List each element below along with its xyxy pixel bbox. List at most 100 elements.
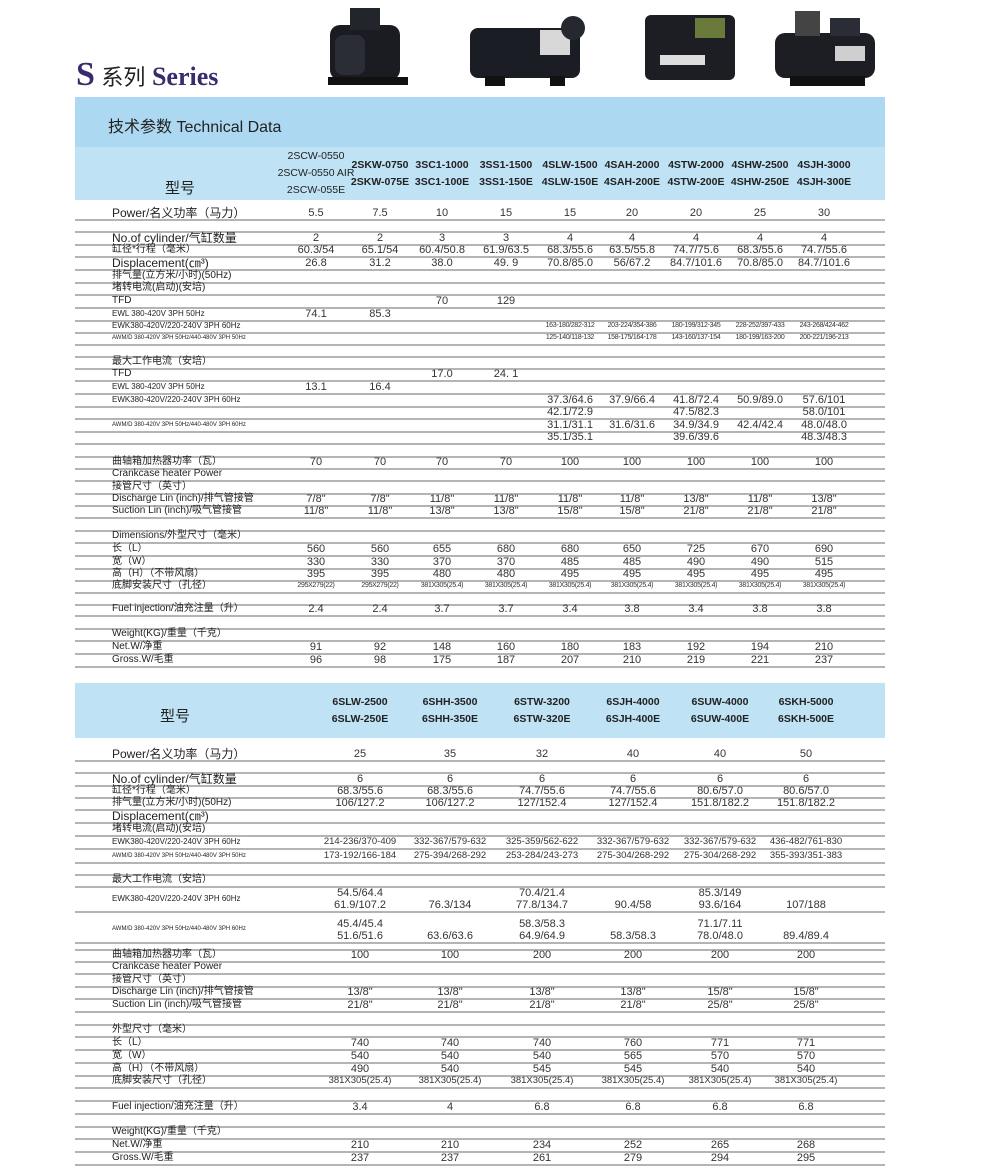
table-row: AWM/D 380-420V 3PH 50Hz/440-480V 3PH 60H… — [75, 916, 885, 944]
table-cell: 92 — [373, 641, 387, 653]
table-cell: 21/8" — [811, 505, 837, 517]
table-cell: 183 — [622, 641, 642, 653]
table-cell: 187 — [496, 654, 516, 666]
model-label: 型号 — [160, 708, 191, 725]
table-cell: 74.1 — [305, 308, 327, 320]
table-cell: 495 — [686, 568, 706, 580]
table-cell: 42.1/72.9 — [547, 406, 593, 418]
row-label: 接管尺寸（英寸） — [112, 974, 192, 985]
table-row: Crankcase heater Power — [75, 467, 885, 482]
table-cell: 40 — [626, 748, 640, 760]
table-cell: 13/8" — [437, 986, 463, 998]
table-cell: 6 — [356, 773, 364, 785]
table-row: Displacement(㎝³) — [75, 809, 885, 824]
table-row: 缸径*行程（毫米） 60.3/54 65.1/54 60.4/50.8 61.9/63.… — [75, 243, 885, 258]
table-cell: 545 — [532, 1063, 552, 1075]
table-row — [75, 1113, 885, 1128]
row-label: AWM/D 380-420V 3PH 50Hz/440-480V 3PH 50H… — [112, 853, 246, 859]
model-name: 4STW-2000 4STW-200E — [667, 158, 725, 188]
table-cell: 20 — [625, 207, 639, 219]
table-cell: 381X305(25.4) — [674, 582, 718, 589]
table-row: Gross.W/毛重 96 98 175 187 207 210 219 221 237 — [75, 653, 885, 668]
table-cell: 381X305(25.4) — [484, 582, 528, 589]
table-cell: 70.4/21.4 77.8/134.7 — [516, 887, 568, 911]
table-row: Suction Lin (inch)/吸气管接管 21/8" 21/8" 21/8" 2… — [75, 998, 885, 1013]
table-row: EWL 380-420V 3PH 50Hz 74.1 85.3 — [75, 307, 885, 322]
table-cell: 210 — [440, 1139, 460, 1151]
table-cell: 436-482/761-830 — [769, 836, 843, 847]
table-cell: 570 — [710, 1050, 730, 1062]
table-cell: 221 — [750, 654, 770, 666]
table-cell: 56/67.2 — [613, 257, 651, 269]
table-cell: 70 — [499, 456, 513, 468]
table-cell: 3.8 — [816, 603, 832, 615]
table-row — [75, 218, 885, 233]
table-cell: 771 — [710, 1037, 730, 1049]
table-cell: 3.4 — [688, 603, 704, 615]
table-cell: 80.6/57.0 — [697, 785, 743, 797]
table-cell: 25 — [353, 748, 367, 760]
row-label: 排气量(立方米/小时)(50Hz) — [112, 270, 232, 281]
table-cell: 21/8" — [529, 999, 555, 1011]
table-row: AWM/D 380-420V 3PH 50Hz/440-480V 3PH 50H… — [75, 849, 885, 864]
table-cell: 2.4 — [308, 603, 324, 615]
table-cell: 6.8 — [712, 1101, 728, 1113]
table-cell: 180-199/312-345 — [671, 322, 721, 329]
table-row: 42.1/72.9 47.5/82.3 58.0/101 — [75, 405, 885, 420]
table-row: Discharge Lin (inch)/排气管接管 13/8" 13/8" 13/8… — [75, 985, 885, 1000]
table-cell: 381X305(25.4) — [420, 582, 464, 589]
table-row: EWK380-420V/220-240V 3PH 60Hz 37.3/64.6 37… — [75, 393, 885, 408]
table-row: EWK380-420V/220-240V 3PH 60Hz 163-180/282… — [75, 319, 885, 334]
table-row: AWM/D 380-420V 3PH 50Hz/440-480V 3PH 50H… — [75, 331, 885, 346]
table-row: Power/名义功率（马力） 5.5 7.5 10 15 15 20 20 25 30 — [75, 206, 885, 221]
table-cell: 70 — [309, 456, 323, 468]
table-cell: 332-367/579-632 — [596, 836, 670, 847]
table-row: AWM/D 380-420V 3PH 50Hz/440-480V 3PH 60H… — [75, 418, 885, 433]
table-cell: 330 — [306, 556, 326, 568]
table-row: TFD 70 129 — [75, 294, 885, 309]
table-cell: 680 — [560, 543, 580, 555]
table-cell: 690 — [814, 543, 834, 555]
table-cell: 41.8/72.4 — [673, 394, 719, 406]
table-row — [75, 443, 885, 458]
table-cell: 100 — [814, 456, 834, 468]
table-cell: 237 — [440, 1152, 460, 1164]
table-cell: 650 — [622, 543, 642, 555]
table-cell: 68.3/55.6 — [547, 244, 593, 256]
table-cell: 60.3/54 — [297, 244, 335, 256]
row-label: Net.W/净重 — [112, 641, 163, 652]
row-label: Power/名义功率（马力） — [112, 206, 246, 220]
row-label: 缸径*行程（毫米） — [112, 785, 196, 796]
table-cell: 96 — [309, 654, 323, 666]
table-cell: 540 — [532, 1050, 552, 1062]
table-cell: 13.1 — [305, 381, 327, 393]
table-cell: 252 — [623, 1139, 643, 1151]
table-cell: 42.4/42.4 — [737, 419, 783, 431]
row-label: Discharge Lin (inch)/排气管接管 — [112, 986, 254, 997]
table-cell: 3.7 — [498, 603, 514, 615]
row-label: No.of cylinder/气缸数量 — [112, 231, 237, 245]
table-cell: 160 — [496, 641, 516, 653]
table-row — [75, 936, 885, 951]
table-cell: 13/8" — [811, 493, 837, 505]
table-cell: 4 — [692, 232, 700, 244]
table-cell: 200 — [623, 949, 643, 961]
table-cell: 98 — [373, 654, 387, 666]
table-cell: 6.8 — [798, 1101, 814, 1113]
table-row: Net.W/净重 210 210 234 252 265 268 — [75, 1138, 885, 1153]
table-cell: 31.1/31.1 — [547, 419, 593, 431]
table-cell: 89.4/89.4 — [783, 930, 829, 942]
table-cell: 35 — [443, 748, 457, 760]
table-row — [75, 343, 885, 358]
table-cell: 210 — [350, 1139, 370, 1151]
table-cell: 60.4/50.8 — [419, 244, 465, 256]
row-label: Dimensions/外型尺寸（毫米） — [112, 530, 248, 541]
table-cell: 203-224/354-386 — [607, 322, 657, 329]
table-cell: 490 — [686, 556, 706, 568]
model-name: 6SLW-2500 6SLW-250E — [331, 695, 389, 725]
compressor-image-2 — [470, 16, 585, 86]
table-cell: 381X305(25.4) — [688, 1075, 752, 1086]
table-cell: 6 — [802, 773, 810, 785]
table-cell: 17.0 — [431, 368, 453, 380]
table-cell: 3.7 — [434, 603, 450, 615]
